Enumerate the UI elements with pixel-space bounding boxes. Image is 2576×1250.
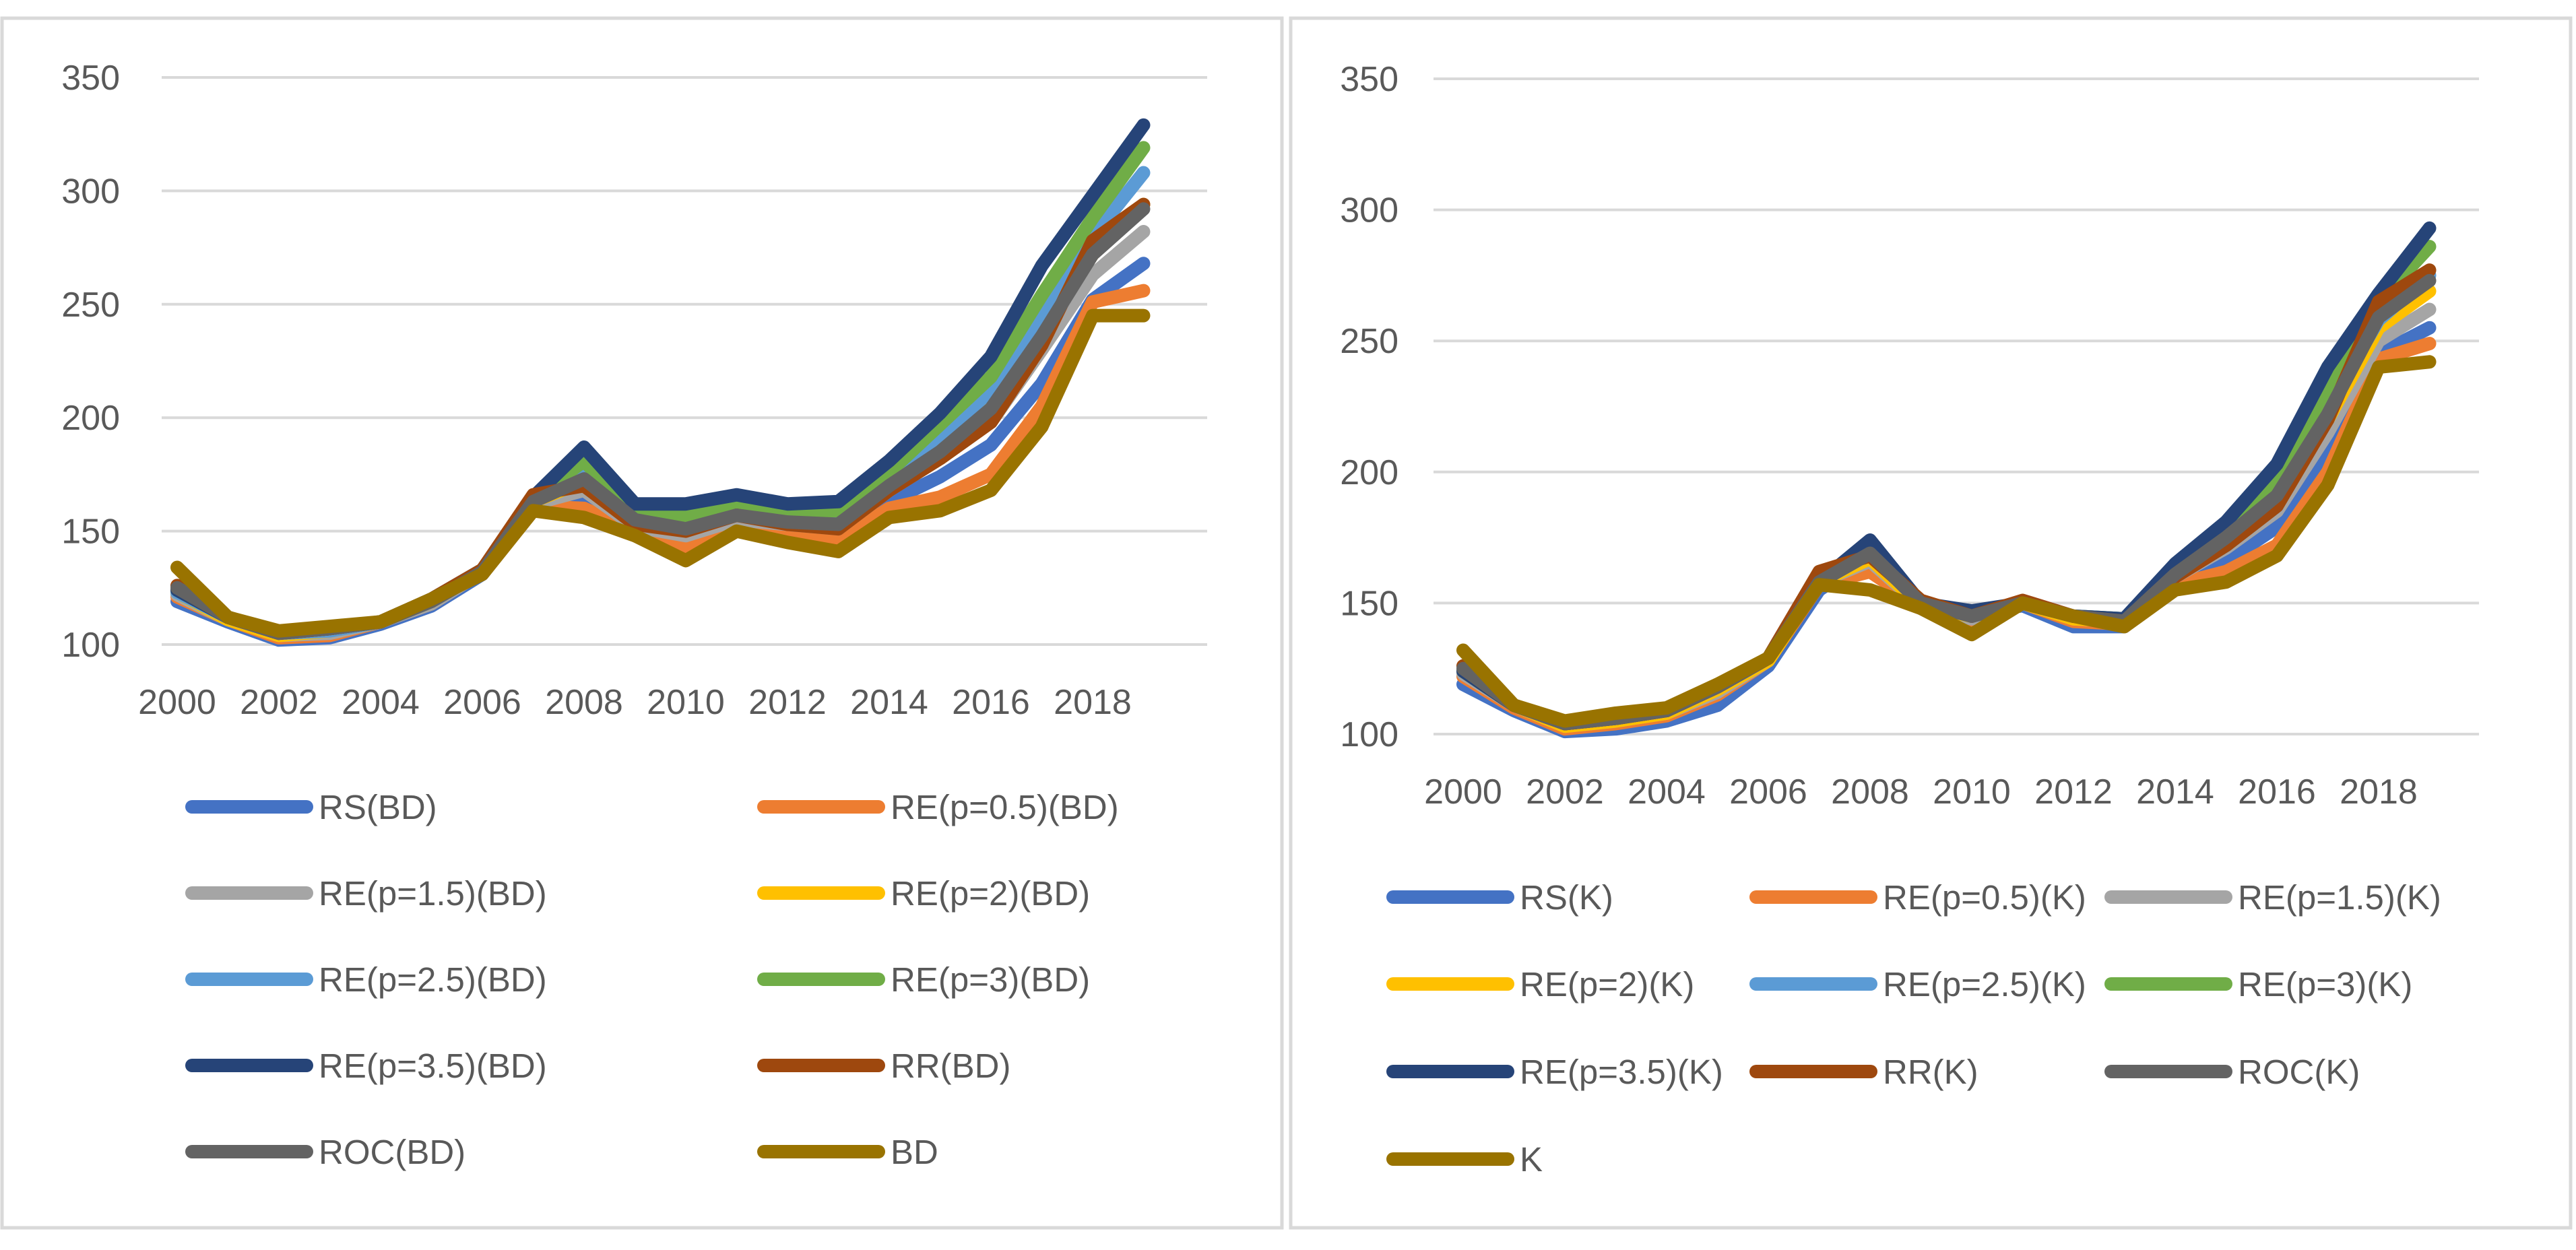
bd-y-tick-label: 250: [61, 286, 120, 325]
bd-legend-label: RE(p=3)(BD): [891, 960, 1090, 999]
bd-series-line-9: [170, 308, 1151, 638]
k-legend-item: RE(p=3)(K): [2104, 965, 2412, 1004]
k-legend-item: RE(p=2.5)(K): [1749, 965, 2086, 1004]
bd-legend-label: RR(BD): [891, 1047, 1010, 1085]
bd-legend-item: RE(p=2.5)(BD): [185, 960, 547, 999]
bd-legend-label: BD: [891, 1133, 938, 1171]
k-legend-label: RE(p=3.5)(K): [1520, 1053, 1723, 1091]
bd-legend-item: RE(p=3)(BD): [757, 960, 1090, 999]
k-legend-label: RE(p=3)(K): [2238, 965, 2412, 1004]
k-legend-item: RR(K): [1749, 1053, 1978, 1091]
k-legend-item: RE(p=1.5)(K): [2104, 878, 2441, 917]
k-x-tick-label: 2014: [2136, 772, 2214, 812]
k-x-tick-label: 2004: [1628, 772, 1706, 812]
k-legend-label: RE(p=2.5)(K): [1883, 965, 2086, 1004]
bd-legend-label: RE(p=2.5)(BD): [319, 960, 547, 999]
bd-x-tick-label: 2000: [138, 683, 216, 722]
bd-legend-item: RE(p=3.5)(BD): [185, 1047, 547, 1085]
k-x-tick-label: 2008: [1831, 772, 1909, 812]
bd-x-tick-label: 2016: [952, 683, 1030, 722]
k-legend-label: RE(p=1.5)(K): [2238, 878, 2441, 917]
k-y-tick-label: 100: [1340, 715, 1398, 754]
bd-legend-item: RR(BD): [757, 1047, 1010, 1085]
bd-x-tick-label: 2014: [850, 683, 928, 722]
k-legend-label: RE(p=2)(K): [1520, 965, 1694, 1004]
bd-legend-label: RE(p=2)(BD): [891, 874, 1090, 913]
bd-x-tick-label: 2008: [545, 683, 623, 722]
k-legend-item: ROC(K): [2104, 1053, 2360, 1091]
k-y-tick-label: 350: [1340, 60, 1398, 99]
k-legend-label: ROC(K): [2238, 1053, 2360, 1091]
bd-legend-item: ROC(BD): [185, 1133, 465, 1171]
bd-x-tick-label: 2006: [443, 683, 521, 722]
k-legend-item: RE(p=0.5)(K): [1749, 878, 2086, 917]
k-y-tick-label: 150: [1340, 584, 1398, 623]
bd-y-tick-label: 300: [61, 172, 120, 211]
chart-k: 100 150 200 250 300 350 2000 2002 2004 2006 2008 20…: [1340, 60, 2479, 1179]
k-x-tick-label: 2016: [2238, 772, 2316, 812]
bd-legend-label: RE(p=3.5)(BD): [319, 1047, 547, 1085]
k-y-tick-label: 200: [1340, 453, 1398, 492]
chart-panel-right: [1289, 16, 2573, 1230]
k-series-line-9: [1456, 355, 2437, 728]
bd-x-tick-label: 2004: [342, 683, 420, 722]
bd-legend-item: RE(p=0.5)(BD): [757, 788, 1119, 826]
k-x-tick-label: 2018: [2340, 772, 2418, 812]
bd-legend-item: RE(p=2)(BD): [757, 874, 1090, 913]
k-legend-item: RS(K): [1386, 878, 1613, 917]
bd-x-tick-label: 2010: [647, 683, 725, 722]
k-legend-label: RR(K): [1883, 1053, 1978, 1091]
bd-x-tick-label: 2012: [748, 683, 827, 722]
bd-legend-item: RS(BD): [185, 788, 437, 826]
k-y-tick-label: 250: [1340, 322, 1398, 361]
bd-y-tick-label: 350: [61, 59, 120, 98]
bd-legend-item: BD: [757, 1133, 938, 1171]
k-legend-label: RS(K): [1520, 878, 1613, 917]
k-y-tick-label: 300: [1340, 191, 1398, 230]
bd-y-tick-label: 200: [61, 399, 120, 438]
k-legend-label: K: [1520, 1140, 1543, 1179]
k-x-tick-label: 2012: [2034, 772, 2113, 812]
chart-bd: 100 150 200 250 300 350 2000 2002 2004 2006 2008 20…: [61, 59, 1207, 1171]
bd-y-tick-label: 150: [61, 513, 120, 552]
k-legend-item: RE(p=2)(K): [1386, 965, 1694, 1004]
bd-y-tick-label: 100: [61, 626, 120, 665]
k-x-tick-label: 2006: [1729, 772, 1807, 812]
k-legend-item: RE(p=3.5)(K): [1386, 1053, 1723, 1091]
bd-legend-label: RE(p=1.5)(BD): [319, 874, 547, 913]
bd-legend-label: RS(BD): [319, 788, 437, 826]
k-x-tick-label: 2000: [1424, 772, 1502, 812]
bd-x-tick-label: 2002: [240, 683, 318, 722]
k-legend-label: RE(p=0.5)(K): [1883, 878, 2086, 917]
bd-legend-item: RE(p=1.5)(BD): [185, 874, 547, 913]
k-legend-item: K: [1386, 1140, 1543, 1179]
bd-legend-label: ROC(BD): [319, 1133, 465, 1171]
k-x-tick-label: 2010: [1933, 772, 2011, 812]
bd-x-tick-label: 2018: [1054, 683, 1132, 722]
k-x-tick-label: 2002: [1526, 772, 1604, 812]
bd-legend-label: RE(p=0.5)(BD): [891, 788, 1119, 826]
